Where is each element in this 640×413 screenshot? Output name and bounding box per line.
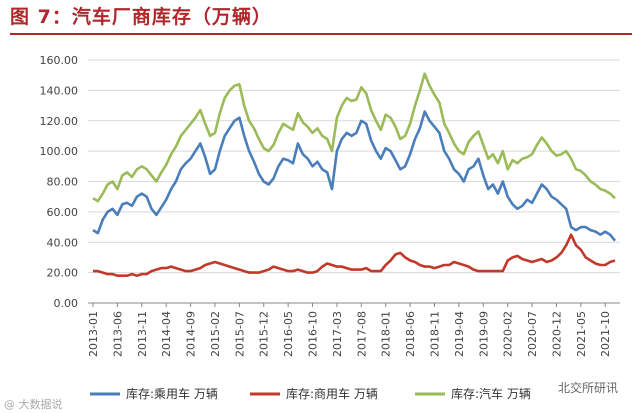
y-tick-label: 160.00 bbox=[40, 54, 79, 67]
gridlines bbox=[88, 59, 620, 274]
legend: 库存:乘用车 万辆 库存:商用车 万辆 库存:汽车 万辆 bbox=[90, 386, 531, 401]
x-tick-label: 2013-11 bbox=[136, 311, 149, 357]
y-tick-label: 80.00 bbox=[47, 176, 79, 189]
x-tick-label: 2014-04 bbox=[160, 311, 173, 357]
series-line-1 bbox=[93, 233, 616, 278]
x-tick-label: 2021-10 bbox=[599, 311, 612, 357]
series-line-2 bbox=[92, 72, 616, 203]
x-tick-label: 2017-03 bbox=[331, 311, 344, 357]
x-tick-label: 2018-11 bbox=[428, 311, 441, 357]
x-tick-label: 2020-07 bbox=[526, 311, 539, 357]
x-tick-label: 2018-01 bbox=[380, 311, 393, 357]
x-tick-label: 2020-02 bbox=[502, 311, 515, 357]
legend-label-1: 库存:商用车 万辆 bbox=[286, 386, 378, 401]
x-tick-label: 2017-08 bbox=[355, 311, 368, 357]
x-tick-label: 2020-12 bbox=[550, 311, 563, 357]
x-tick-label: 2015-07 bbox=[233, 311, 246, 357]
series-line-0 bbox=[92, 110, 617, 242]
y-axis: 0.00 20.00 40.00 60.00 80.00 100.00 120.00 140.… bbox=[40, 54, 79, 310]
watermark-right: 北交所研讯 bbox=[558, 380, 618, 395]
y-tick-label: 120.00 bbox=[40, 115, 79, 128]
x-tick-label: 2016-05 bbox=[282, 311, 295, 357]
x-tick-label: 2013-01 bbox=[87, 311, 100, 357]
x-tick-label: 2015-02 bbox=[209, 311, 222, 357]
x-tick-label: 2016-10 bbox=[307, 311, 320, 357]
watermarks: @ 大数据说 北交所研讯 bbox=[4, 380, 618, 411]
series-lines bbox=[92, 72, 617, 278]
x-tick-label: 2013-06 bbox=[111, 311, 124, 357]
y-tick-label: 140.00 bbox=[40, 84, 79, 97]
x-tick-label: 2014-09 bbox=[185, 311, 198, 357]
title-rule bbox=[10, 33, 632, 35]
page-title: 图 7：汽车厂商库存（万辆） bbox=[10, 6, 272, 28]
x-tick-label: 2015-12 bbox=[258, 311, 271, 357]
y-tick-label: 40.00 bbox=[47, 236, 79, 249]
legend-label-0: 库存:乘用车 万辆 bbox=[126, 386, 218, 401]
legend-label-2: 库存:汽车 万辆 bbox=[451, 386, 531, 401]
y-tick-label: 100.00 bbox=[40, 145, 79, 158]
x-tick-label: 2018-06 bbox=[404, 311, 417, 357]
x-axis: 2013-01 2013-06 2013-11 2014-04 2014-09 2015-… bbox=[87, 302, 620, 357]
y-tick-label: 60.00 bbox=[47, 206, 79, 219]
x-tick-label: 2021-05 bbox=[575, 311, 588, 357]
watermark-left: @ 大数据说 bbox=[4, 397, 63, 411]
y-tick-label: 20.00 bbox=[47, 267, 79, 280]
y-tick-label: 0.00 bbox=[54, 297, 79, 310]
x-tick-label: 2019-04 bbox=[453, 311, 466, 357]
x-tick-label: 2019-09 bbox=[477, 311, 490, 357]
